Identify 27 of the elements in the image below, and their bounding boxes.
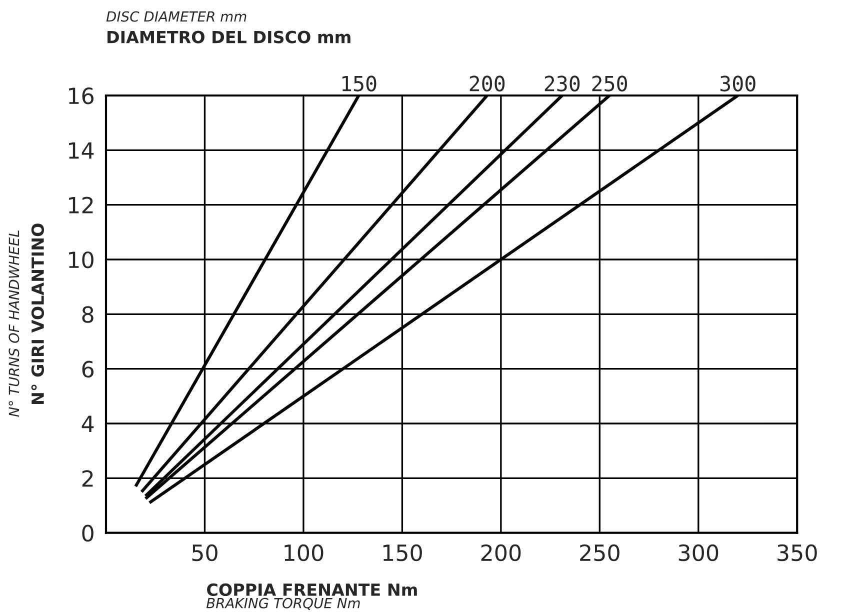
x-tick-label: 350: [778, 544, 817, 562]
y-tick-label: 12: [69, 196, 93, 214]
series-label: 300: [720, 76, 756, 92]
text: BRAKING TORQUE Nm: [206, 598, 360, 610]
series-label: 250: [592, 76, 627, 92]
x-tick-label: 50: [192, 544, 218, 562]
y-tick-label: 2: [82, 470, 93, 487]
x-tick-label: 100: [284, 544, 324, 562]
x-tick-label: 200: [481, 544, 521, 562]
series-label: 200: [470, 76, 505, 92]
x-tick-label: 150: [383, 544, 422, 562]
x-tick-label: 300: [678, 544, 718, 562]
y-tick-label: 14: [69, 142, 94, 159]
text: N° TURNS OF HANDWHEEL: [8, 230, 20, 417]
y-tick-label: 0: [82, 524, 94, 542]
x-tick-label: 250: [580, 544, 620, 562]
x-axis-title: COPPIA FRENANTE Nm: [207, 583, 417, 596]
y-axis-title: N° GIRI VOLANTINO: [31, 224, 44, 404]
y-tick-label: 6: [82, 360, 94, 378]
y-tick-label: 4: [82, 416, 94, 432]
chart-title: DIAMETRO DEL DISCO mm: [108, 30, 350, 44]
y-tick-label: 16: [69, 87, 94, 104]
series-label: 230: [544, 76, 580, 92]
chart-subtitle: DISC DIAMETER mm: [106, 11, 246, 22]
series-label: 150: [342, 76, 376, 92]
y-tick-label: 8: [82, 306, 94, 323]
y-tick-label: 10: [69, 251, 94, 268]
